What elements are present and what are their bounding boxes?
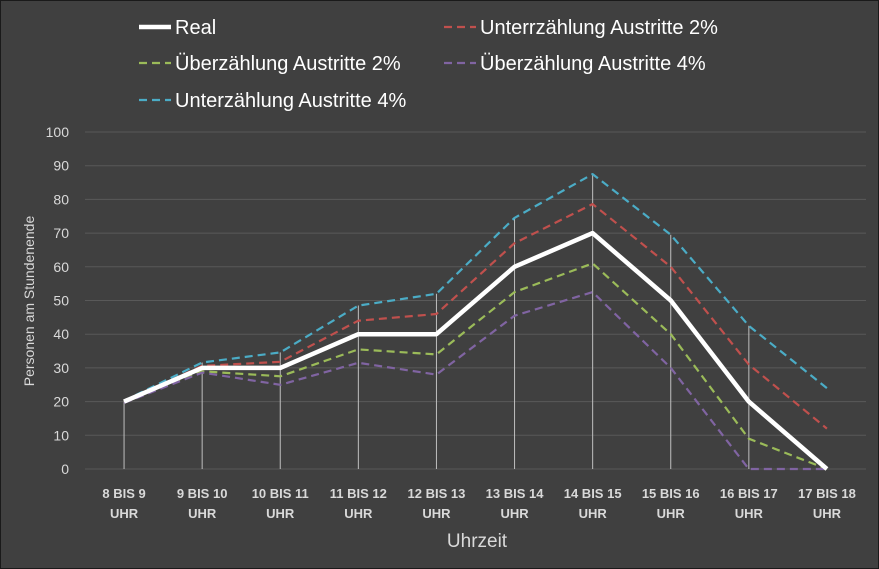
y-tick-label: 0 xyxy=(61,461,69,477)
y-tick-label: 100 xyxy=(46,124,70,140)
x-tick-label: 11 BIS 12 UHR xyxy=(330,486,387,521)
x-tick-label: 10 BIS 11 UHR xyxy=(252,486,309,521)
y-tick-label: 50 xyxy=(53,293,69,309)
series-line xyxy=(123,230,829,471)
y-tick-label: 60 xyxy=(53,259,69,275)
category-guide-lines xyxy=(123,174,750,469)
y-tick-label: 10 xyxy=(53,427,69,443)
x-tick-label: 13 BIS 14 UHR xyxy=(486,486,545,521)
y-axis-ticks: 0 10 20 30 40 50 60 70 80 90 100 xyxy=(46,124,70,477)
x-tick-label: 12 BIS 13 UHR xyxy=(408,486,466,521)
x-tick-label: 15 BIS 16 UHR xyxy=(642,486,700,521)
x-tick-label: 9 BIS 10 UHR xyxy=(177,486,228,521)
legend-label: Unterrzählung Austritte 2% xyxy=(480,17,718,39)
y-tick-label: 90 xyxy=(53,158,69,174)
legend-label: Überzählung Austritte 4% xyxy=(480,53,706,75)
series-line xyxy=(123,262,828,471)
y-tick-label: 40 xyxy=(53,326,69,342)
legend-label: Unterzählung Austritte 4% xyxy=(175,90,406,112)
x-tick-label: 17 BIS 18 UHR xyxy=(798,486,856,521)
x-tick-label: 14 BIS 15 UHR xyxy=(564,486,622,521)
y-tick-label: 80 xyxy=(53,191,69,207)
series-lines xyxy=(123,173,829,471)
series-line xyxy=(123,173,828,402)
legend-label: Real xyxy=(175,17,216,39)
series-line xyxy=(123,203,828,430)
legend-label: Überzählung Austritte 2% xyxy=(175,53,401,75)
y-tick-label: 30 xyxy=(53,360,69,376)
series-line xyxy=(123,291,827,471)
x-axis-title: Uhrzeit xyxy=(447,531,508,552)
x-axis-ticks: 8 BIS 9 UHR 9 BIS 10 UHR 10 BIS 11 UHR 11 BIS … xyxy=(102,486,855,521)
y-axis-title: Personen am Stundenende xyxy=(21,216,37,387)
x-tick-label: 8 BIS 9 UHR xyxy=(102,486,145,521)
y-tick-label: 70 xyxy=(53,225,69,241)
x-tick-label: 16 BIS 17 UHR xyxy=(720,486,778,521)
legend: Real Unterrzählung Austritte 2% Überzählun… xyxy=(139,17,718,112)
y-tick-label: 20 xyxy=(53,394,69,410)
